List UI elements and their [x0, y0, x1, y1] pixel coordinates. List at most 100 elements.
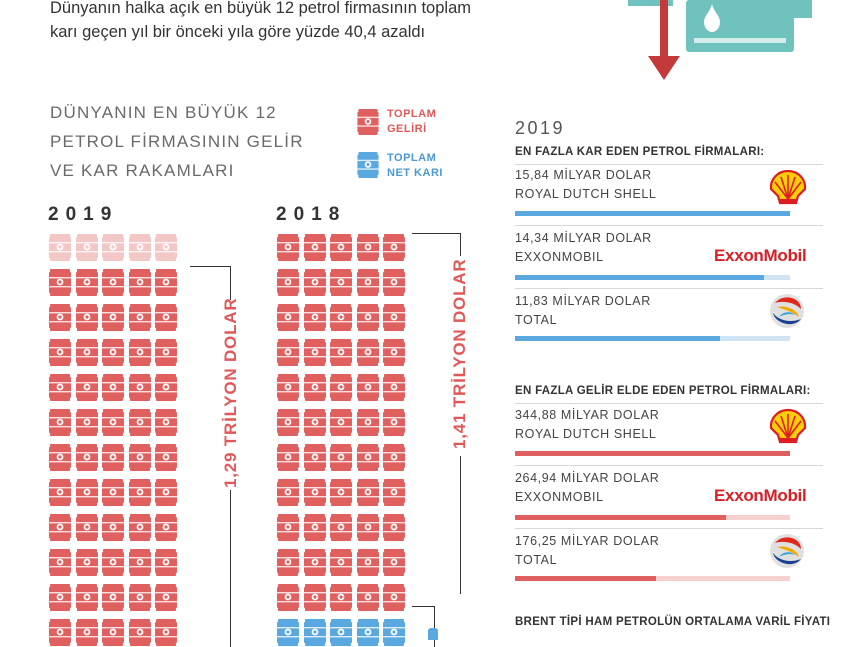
headline-line-1: Dünyanın halka açık en büyük 12 petrol f… — [50, 0, 471, 17]
revenue-barrel-icon — [383, 339, 405, 366]
revenue-barrel-icon — [304, 234, 326, 261]
revenue-barrel-icon — [129, 444, 151, 471]
revenue-barrel-icon — [155, 619, 177, 646]
revenue-bar-track — [515, 576, 790, 581]
revenue-barrel-icon — [277, 584, 299, 611]
revenue-barrel-icon — [155, 479, 177, 506]
profit-amount: 11,83 MİLYAR DOLAR — [515, 294, 651, 308]
profit-barrel-icon — [277, 619, 299, 646]
revenue-barrel-icon — [277, 304, 299, 331]
revenue-barrel-icon — [102, 549, 124, 576]
revenue-barrel-icon — [129, 234, 151, 261]
revenue-barrel-icon — [129, 619, 151, 646]
revenue-barrel-icon — [357, 339, 379, 366]
revenue-barrel-icon — [155, 234, 177, 261]
revenue-barrel-icon — [76, 339, 98, 366]
revenue-barrel-icon — [304, 269, 326, 296]
legend-revenue-line-1: TOPLAM — [387, 108, 437, 120]
revenue-barrel-icon — [357, 584, 379, 611]
profit-entry-exxon: 14,34 MİLYAR DOLAR EXXONMOBIL — [515, 229, 652, 267]
revenue-barrel-icon — [76, 584, 98, 611]
chart-title-line-2: PETROL FİRMASININ GELİR — [50, 132, 304, 151]
revenue-barrel-icon — [277, 269, 299, 296]
revenue-barrel-icon — [76, 409, 98, 436]
revenue-barrel-icon — [383, 374, 405, 401]
brent-header: BRENT TİPİ HAM PETROLÜN ORTALAMA VARİL F… — [515, 616, 831, 628]
revenue-barrel-icon — [102, 374, 124, 401]
barrel-grid-2018 — [277, 234, 405, 646]
revenue-bar-track — [515, 515, 790, 520]
profit-bar-fill — [515, 211, 790, 216]
revenue-label-2018: 1,41 TRİLYON DOLAR — [450, 258, 469, 449]
revenue-barrel-icon — [383, 304, 405, 331]
revenue-barrel-icon — [357, 409, 379, 436]
chart-title-line-3: VE KAR RAKAMLARI — [50, 161, 235, 180]
revenue-barrel-icon — [129, 584, 151, 611]
revenue-barrel-icon — [49, 514, 71, 541]
profit-bar-fill — [515, 275, 764, 280]
revenue-barrel-icon — [155, 339, 177, 366]
revenue-barrel-icon — [76, 304, 98, 331]
barrel-grid-2019 — [49, 234, 177, 646]
revenue-barrel-icon — [330, 444, 352, 471]
revenue-barrel-icon — [76, 619, 98, 646]
revenue-label-2019: 1,29 TRİLYON DOLAR — [221, 297, 240, 488]
revenue-barrel-icon — [102, 479, 124, 506]
revenue-barrel-icon — [330, 479, 352, 506]
revenue-barrel-icon — [155, 514, 177, 541]
revenue-barrel-icon — [49, 549, 71, 576]
revenue-barrel-icon — [330, 409, 352, 436]
revenue-barrel-icon — [357, 374, 379, 401]
revenue-barrel-icon — [304, 549, 326, 576]
revenue-barrel-icon — [49, 304, 71, 331]
revenue-barrel-icon — [383, 409, 405, 436]
revenue-barrel-icon — [155, 444, 177, 471]
revenue-barrel-icon — [304, 444, 326, 471]
revenue-header: EN FAZLA GELİR ELDE EDEN PETROL FİRMALAR… — [515, 385, 811, 397]
profit-barrel-icon — [383, 619, 405, 646]
revenue-barrel-icon — [277, 234, 299, 261]
legend-profit: TOPLAM NET KARI — [387, 151, 443, 181]
revenue-barrel-icon — [357, 514, 379, 541]
revenue-barrel-icon — [49, 619, 71, 646]
revenue-barrel-icon — [357, 479, 379, 506]
revenue-barrel-icon — [49, 339, 71, 366]
revenue-barrel-icon — [76, 549, 98, 576]
revenue-amount: 176,25 MİLYAR DOLAR — [515, 534, 660, 548]
revenue-bar-track — [515, 451, 790, 456]
revenue-barrel-icon — [76, 514, 98, 541]
profit-company: ROYAL DUTCH SHELL — [515, 187, 657, 201]
revenue-barrel-icon — [277, 444, 299, 471]
exxonmobil-logo: ExxonMobil — [714, 486, 807, 505]
revenue-barrel-icon — [304, 339, 326, 366]
revenue-entry-total: 176,25 MİLYAR DOLAR TOTAL — [515, 532, 659, 570]
revenue-barrel-icon — [102, 409, 124, 436]
revenue-company: ROYAL DUTCH SHELL — [515, 427, 657, 441]
profit-amount: 14,34 MİLYAR DOLAR — [515, 231, 652, 245]
year-2019-label: 2019 — [48, 204, 119, 225]
profit-company: TOTAL — [515, 313, 558, 327]
revenue-barrel-icon — [49, 234, 71, 261]
revenue-barrel-icon — [383, 584, 405, 611]
profit-barrel-icon — [357, 619, 379, 646]
headline: Dünyanın halka açık en büyük 12 petrol f… — [50, 0, 590, 44]
revenue-barrel-icon — [277, 409, 299, 436]
shell-logo-icon — [769, 408, 807, 444]
headline-line-2: karı geçen yıl bir önceki yıla göre yüzd… — [50, 23, 426, 41]
revenue-barrel-icon — [129, 304, 151, 331]
revenue-bar-fill — [515, 451, 790, 456]
legend-profit-line-1: TOPLAM — [387, 152, 437, 164]
revenue-barrel-icon — [357, 269, 379, 296]
revenue-barrel-icon — [357, 234, 379, 261]
revenue-barrel-icon — [330, 304, 352, 331]
panel-year: 2019 — [515, 118, 566, 138]
revenue-bar-fill — [515, 515, 727, 520]
revenue-barrel-icon — [129, 409, 151, 436]
profit-label-2018-cut — [428, 628, 438, 640]
revenue-barrel-icon — [330, 374, 352, 401]
revenue-barrel-icon — [330, 339, 352, 366]
revenue-barrel-icon — [383, 444, 405, 471]
revenue-barrel-icon — [49, 584, 71, 611]
profit-entry-total: 11,83 MİLYAR DOLAR TOTAL — [515, 292, 651, 330]
total-logo-icon — [770, 534, 804, 568]
